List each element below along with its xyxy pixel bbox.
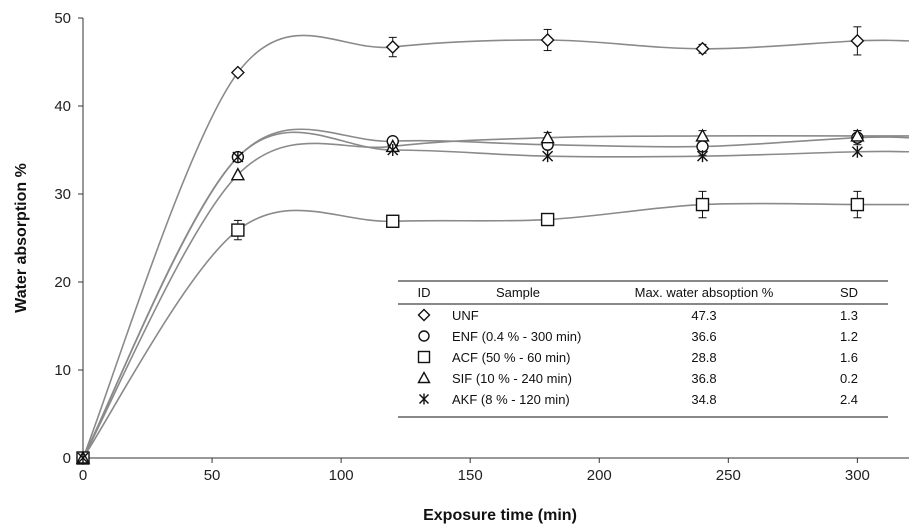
series-lines [82,34,909,459]
data-point-akf [232,151,244,164]
y-axis-title: Water absorption % [13,163,30,313]
x-tick-label: 100 [329,467,354,484]
data-point-acf [386,214,400,228]
table-cell-sample: SIF (10 % - 240 min) [452,371,572,386]
x-tick-label: 50 [204,467,221,484]
data-point-akf [542,150,554,163]
data-point-akf [77,452,89,464]
table-cell-sample: ENF (0.4 % - 300 min) [452,329,581,344]
y-tick-label: 20 [54,274,71,291]
data-point-acf [850,197,865,212]
table-cell-max: 36.8 [691,371,716,386]
y-tick-label: 10 [54,362,71,379]
data-point-sif [540,130,555,144]
data-point-unf [695,41,710,56]
data-point-sif [695,128,710,142]
table-row-marker [418,330,430,342]
series-line-acf [82,202,909,459]
series-line-unf [82,34,909,459]
table-cell-sd: 1.2 [840,329,858,344]
table-header-cell: Max. water absoption % [635,285,774,300]
data-point-acf [231,223,245,237]
series-line-akf [82,131,909,459]
axes: 0 10 20 30 40 50 0 50 100 150 200 250 300 [54,10,909,484]
data-markers [75,33,865,465]
y-tick-label: 30 [54,186,71,203]
table-cell-max: 34.8 [691,392,716,407]
table-row-marker [417,308,431,322]
x-axis-title: Exposure time (min) [423,507,577,524]
table-header-cell: ID [418,285,431,300]
table-header-cell: SD [840,285,858,300]
x-tick-label: 150 [458,467,483,484]
x-tick-label: 250 [716,467,741,484]
summary-table: ID Sample Max. water absoption % SD UNF 47.3 1… [398,280,888,434]
data-point-akf [851,145,863,158]
y-tick-label: 50 [54,10,71,27]
table-cell-max: 47.3 [691,308,716,323]
data-point-acf [695,197,710,212]
x-tick-label: 200 [587,467,612,484]
table-row-marker [417,350,431,364]
table-header-cell: Sample [496,285,540,300]
y-tick-label: 40 [54,98,71,115]
data-point-sif [230,167,246,181]
data-point-unf [385,40,400,55]
data-point-unf [540,33,555,47]
data-point-sif [850,128,865,142]
table-row-marker [417,371,431,384]
data-point-akf [387,144,399,156]
x-tick-label: 300 [845,467,870,484]
table-row-marker [419,393,429,405]
series-line-sif [82,134,909,459]
data-point-acf [540,212,555,227]
y-tick-label: 0 [63,450,71,467]
table-cell-max: 28.8 [691,350,716,365]
table-cell-sample: AKF (8 % - 120 min) [452,392,570,407]
table-cell-sd: 0.2 [840,371,858,386]
data-point-unf [850,33,865,48]
table-cell-sd: 2.4 [840,392,858,407]
table-cell-sample: UNF [452,308,479,323]
table-cell-sample: ACF (50 % - 60 min) [452,350,570,365]
table-background [398,281,888,434]
data-point-akf [697,150,708,163]
table-cell-max: 36.6 [691,329,716,344]
table-cell-sd: 1.3 [840,308,858,323]
x-tick-label: 0 [79,467,87,484]
table-cell-sd: 1.6 [840,350,858,365]
data-point-unf [230,65,245,80]
